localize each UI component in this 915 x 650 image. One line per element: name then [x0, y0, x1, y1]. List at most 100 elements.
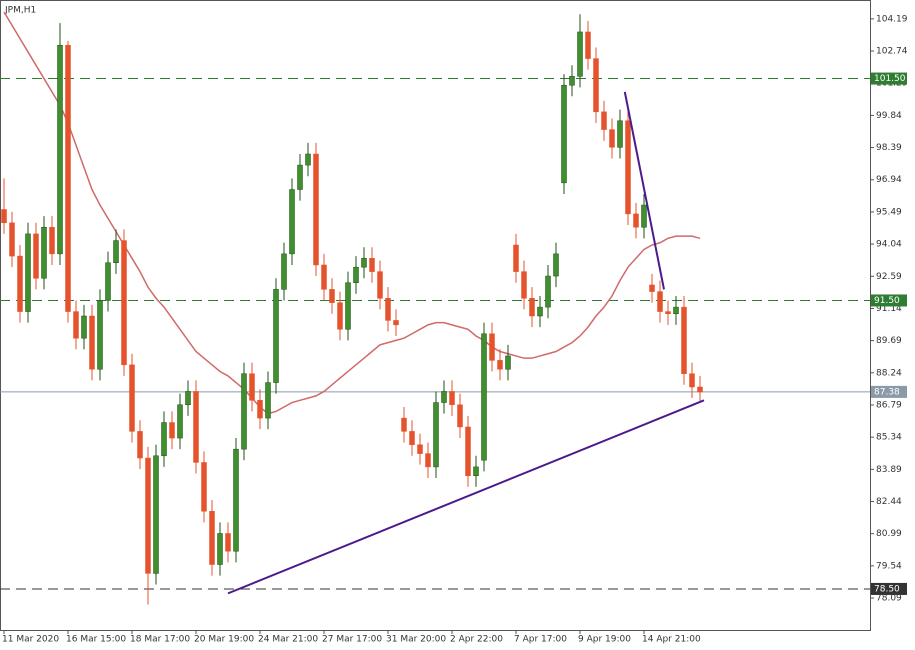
x-tick-label: 27 Mar 17:00 [322, 635, 382, 645]
candle-body [193, 391, 199, 463]
candle-body [633, 213, 639, 228]
x-tick-label: 2 Apr 22:00 [450, 635, 503, 645]
candle-body [481, 333, 487, 461]
candle-body [337, 302, 343, 330]
candle-body [185, 391, 191, 406]
candle-body [273, 289, 279, 383]
trendline [623, 91, 665, 290]
candle-body [81, 315, 87, 339]
candle-body [585, 31, 591, 59]
x-tick-label: 16 Mar 15:00 [66, 635, 126, 645]
candle-body [321, 264, 327, 290]
trendline [227, 399, 705, 595]
candle-body [305, 153, 311, 166]
candle-body [401, 417, 407, 432]
candle-body [297, 164, 303, 190]
candle-body [113, 240, 119, 263]
y-tick-label: 86.79 [876, 400, 902, 410]
candle-body [57, 45, 63, 255]
candle-body [393, 320, 399, 326]
x-tick-label: 31 Mar 20:00 [386, 635, 446, 645]
candle-body [433, 402, 439, 468]
candle-body [441, 391, 447, 403]
candle-body [353, 266, 359, 283]
candle-body [329, 289, 335, 303]
candle-body [217, 533, 223, 565]
candle-body [553, 253, 559, 277]
candle-body [473, 466, 479, 477]
candle-body [145, 457, 151, 574]
candle-body [537, 306, 543, 317]
candle-body [665, 311, 671, 315]
price-level-box [871, 385, 907, 398]
candle-body [129, 364, 135, 432]
y-tick-label: 91.14 [876, 304, 902, 314]
candle-body [73, 311, 79, 339]
candle-body [369, 258, 375, 272]
y-tick-label: 96.94 [876, 175, 902, 185]
x-tick-label: 11 Mar 2020 [2, 635, 59, 645]
candle-body [33, 233, 39, 279]
price-level-label: 78.50 [874, 584, 900, 594]
candle-body [25, 233, 31, 312]
candle-body [673, 306, 679, 315]
candle-body [49, 226, 55, 255]
candle-body [497, 360, 503, 370]
candle-body [649, 284, 655, 292]
candle-body [577, 31, 583, 77]
x-tick-label: 14 Apr 21:00 [642, 635, 701, 645]
candle-body [1, 209, 7, 224]
price-level-label: 91.50 [874, 296, 900, 306]
y-tick-label: 82.44 [876, 497, 902, 507]
candle-body [489, 333, 495, 361]
candle-body [617, 120, 623, 148]
candle-body [505, 355, 511, 370]
candle-body [377, 271, 383, 299]
candle-body [89, 315, 95, 370]
candle-body [41, 226, 47, 279]
y-tick-label: 88.24 [876, 368, 902, 378]
y-tick-label: 79.54 [876, 561, 902, 571]
moving-average [3, 11, 701, 415]
candle-body [201, 462, 207, 512]
candle-body [609, 129, 615, 148]
candle-body [177, 404, 183, 439]
candle-body [17, 255, 23, 312]
candle-body [97, 300, 103, 370]
candle-body [681, 306, 687, 374]
candle-body [65, 45, 71, 312]
y-tick-label: 83.89 [876, 465, 902, 475]
price-level-label: 101.50 [874, 74, 906, 84]
candle-body [9, 222, 15, 257]
y-tick-label: 99.84 [876, 111, 902, 121]
candle-body [225, 533, 231, 552]
candle-body [137, 431, 143, 459]
candle-body [105, 262, 111, 301]
candle-body [417, 444, 423, 454]
candle-body [561, 84, 567, 184]
chart-title: JPM,H1 [4, 6, 36, 16]
y-tick-label: 94.04 [876, 240, 902, 250]
candle-body [161, 422, 167, 457]
price-level-label: 87.38 [874, 387, 900, 397]
candle-body [521, 271, 527, 299]
x-tick-label: 18 Mar 17:00 [130, 635, 190, 645]
candle-body [209, 511, 215, 565]
candle-body [257, 400, 263, 419]
x-tick-label: 9 Apr 19:00 [578, 635, 631, 645]
candle-body [569, 76, 575, 86]
x-tick-label: 20 Mar 19:00 [194, 635, 254, 645]
x-tick-label: 24 Mar 21:00 [258, 635, 318, 645]
candle-body [153, 455, 159, 574]
candle-body [281, 253, 287, 290]
y-tick-label: 104.19 [876, 14, 908, 24]
candle-body [249, 373, 255, 401]
candle-body [593, 58, 599, 113]
y-tick-label: 98.39 [876, 143, 902, 153]
candle-body [121, 240, 127, 366]
y-tick-label: 102.74 [876, 47, 908, 57]
candle-body [657, 291, 663, 312]
y-tick-label: 78.09 [876, 594, 902, 604]
candle-body [449, 391, 455, 406]
